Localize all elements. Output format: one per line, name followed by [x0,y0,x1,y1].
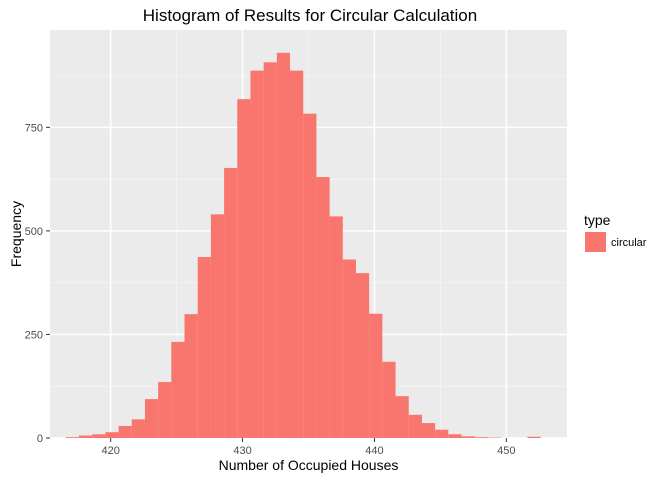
histogram-bar [224,167,238,439]
legend-key-circular [585,232,606,252]
histogram-bar [197,256,211,438]
histogram-bar [303,113,317,438]
histogram-bar [369,313,383,438]
y-tick-label: 250 [25,329,43,341]
histogram-bar [276,52,291,438]
histogram-bar [250,70,264,438]
histogram-bar [65,437,80,438]
y-axis-ticks: 0 250 500 750 [25,122,50,445]
histogram-bar [210,214,225,438]
histogram-bar [79,435,93,438]
histogram-bar [131,419,145,438]
chart-title: Histogram of Results for Circular Calcul… [143,6,477,25]
histogram-bar [158,382,172,438]
histogram-bar [382,361,396,438]
x-tick-label: 450 [497,445,515,457]
y-tick-label: 750 [25,122,43,134]
histogram-bar [316,177,330,438]
histogram-bar [435,429,449,438]
histogram-bars [65,52,541,439]
histogram-bar [421,423,436,438]
y-tick-label: 0 [37,433,43,445]
legend-label-circular: circular [611,237,647,249]
x-tick-label: 430 [233,445,251,457]
histogram-bar [355,273,370,438]
histogram-bar [184,314,198,438]
histogram-bar [395,396,409,438]
histogram-bar [144,399,159,438]
y-tick-label: 500 [25,226,43,238]
y-axis-title: Frequency [8,201,24,267]
legend-title: type [584,212,611,228]
histogram-bar [474,437,488,438]
histogram-bar [448,434,462,438]
histogram-bar [408,414,422,438]
histogram-bar [342,259,356,438]
histogram-bar [263,62,277,439]
histogram-bar [105,432,119,438]
histogram-bar [329,216,343,438]
histogram-bar [171,341,185,438]
histogram-bar [527,436,541,438]
histogram-bar [118,425,132,438]
histogram-bar [290,70,304,438]
x-tick-label: 420 [101,445,119,457]
x-axis-ticks: 420 430 440 450 [101,438,516,457]
legend: type circular [584,212,647,252]
histogram-bar [461,436,475,438]
x-tick-label: 440 [365,445,383,457]
histogram-bar [92,434,106,438]
x-axis-title: Number of Occupied Houses [219,457,399,473]
histogram-bar [237,99,251,438]
